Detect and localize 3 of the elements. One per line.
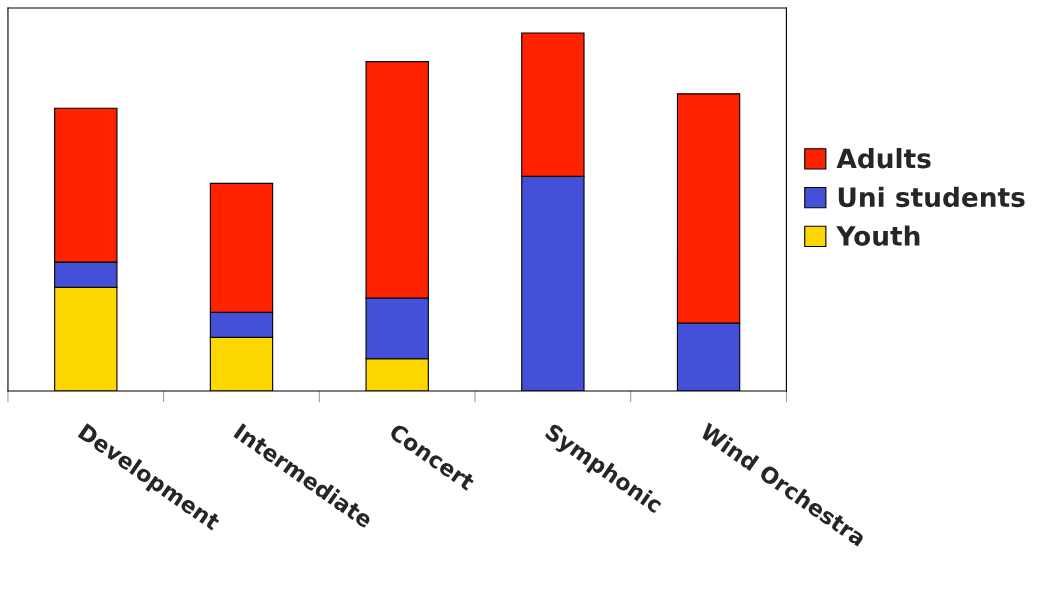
- legend-label: Youth: [836, 225, 920, 246]
- legend-label: Adults: [836, 147, 931, 169]
- legend-label: Uni students: [838, 186, 1025, 208]
